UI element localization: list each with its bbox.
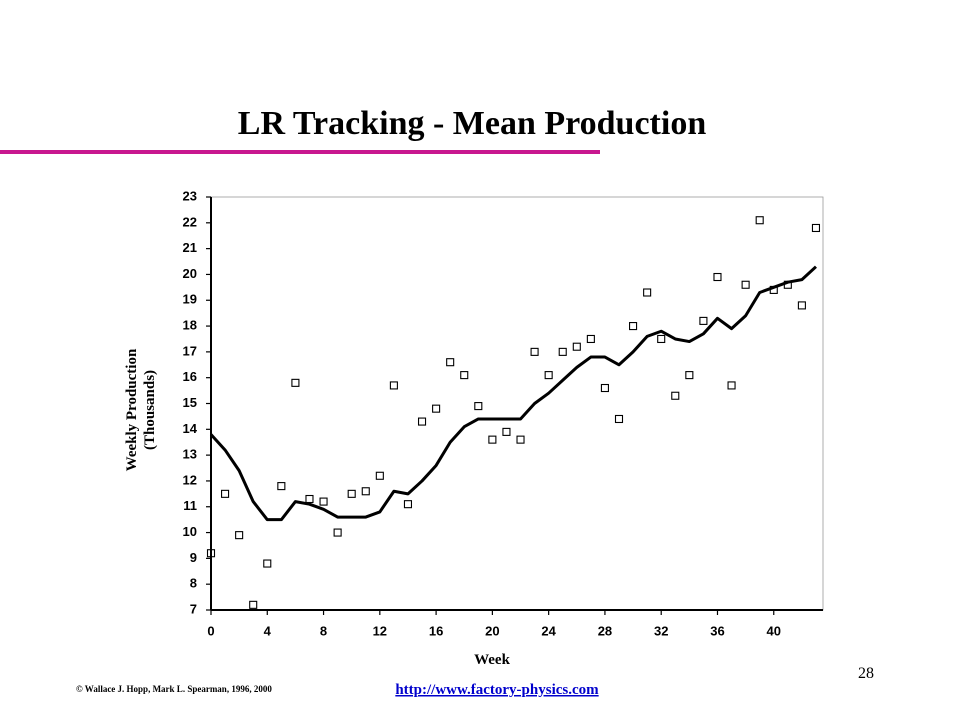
data-point bbox=[699, 316, 708, 325]
data-point bbox=[544, 371, 553, 380]
data-point bbox=[797, 301, 806, 310]
data-point bbox=[629, 322, 638, 331]
data-point bbox=[516, 435, 525, 444]
x-tick-label: 36 bbox=[710, 623, 724, 638]
data-point bbox=[685, 371, 694, 380]
data-point bbox=[502, 427, 511, 436]
x-tick-label: 20 bbox=[485, 623, 499, 638]
data-point bbox=[530, 347, 539, 356]
copyright: © Wallace J. Hopp, Mark L. Spearman, 199… bbox=[76, 684, 272, 694]
y-tick-label: 23 bbox=[183, 188, 197, 203]
data-point bbox=[474, 402, 483, 411]
x-tick-label: 28 bbox=[598, 623, 612, 638]
data-point bbox=[558, 347, 567, 356]
data-point bbox=[235, 531, 244, 540]
data-point bbox=[347, 489, 356, 498]
x-tick-label: 0 bbox=[207, 623, 214, 638]
y-tick-label: 16 bbox=[183, 369, 197, 384]
data-point bbox=[713, 272, 722, 282]
tracking-line bbox=[209, 265, 817, 522]
page-number: 28 bbox=[858, 665, 874, 682]
data-point bbox=[305, 494, 314, 504]
data-point bbox=[263, 559, 272, 568]
x-tick-label: 24 bbox=[541, 623, 556, 638]
y-axis-label: Weekly Production (Thousands) bbox=[124, 348, 158, 471]
y-axis-label-line: Weekly Production bbox=[124, 348, 140, 471]
data-point bbox=[572, 342, 581, 351]
data-point bbox=[361, 487, 370, 496]
data-point bbox=[446, 358, 455, 367]
data-point bbox=[657, 334, 666, 344]
y-tick-label: 20 bbox=[183, 266, 197, 281]
y-tick-label: 11 bbox=[183, 498, 197, 513]
y-tick-label: 15 bbox=[183, 395, 197, 410]
footer-link[interactable]: http://www.factory-physics.com bbox=[395, 682, 599, 698]
data-point bbox=[600, 383, 609, 393]
data-point bbox=[586, 334, 595, 344]
y-tick-label: 14 bbox=[183, 421, 198, 436]
y-tick-label: 17 bbox=[183, 343, 197, 358]
data-point bbox=[488, 435, 497, 444]
data-point bbox=[643, 288, 652, 297]
data-point bbox=[432, 404, 441, 413]
y-tick-label: 10 bbox=[183, 524, 197, 539]
data-point bbox=[206, 549, 216, 558]
data-point bbox=[319, 497, 328, 506]
y-tick-label: 13 bbox=[183, 447, 197, 462]
x-axis-label: Week bbox=[474, 652, 510, 668]
slide-title: LR Tracking - Mean Production bbox=[238, 105, 707, 142]
x-tick-label: 40 bbox=[767, 623, 781, 638]
data-point bbox=[221, 489, 230, 498]
data-point bbox=[460, 371, 469, 380]
x-tick-label: 12 bbox=[373, 623, 387, 638]
data-point bbox=[671, 391, 680, 400]
data-point bbox=[375, 471, 384, 480]
x-tick-label: 8 bbox=[320, 623, 327, 638]
y-axis-label-line: (Thousands) bbox=[142, 370, 158, 450]
y-tick-label: 18 bbox=[183, 318, 197, 333]
y-tick-label: 19 bbox=[183, 292, 197, 307]
data-point bbox=[741, 280, 750, 289]
x-tick-label: 4 bbox=[264, 623, 272, 638]
plot-frame bbox=[210, 196, 824, 611]
data-point bbox=[811, 223, 821, 233]
x-tick-label: 32 bbox=[654, 623, 668, 638]
data-point bbox=[291, 378, 300, 387]
y-tick-label: 12 bbox=[183, 472, 197, 487]
data-point bbox=[333, 528, 342, 537]
data-point bbox=[389, 381, 398, 390]
data-point bbox=[417, 417, 427, 426]
y-tick-label: 8 bbox=[190, 576, 197, 591]
x-tick-label: 16 bbox=[429, 623, 443, 638]
y-tick-label: 21 bbox=[183, 240, 197, 255]
y-tick-label: 7 bbox=[190, 601, 197, 616]
data-point bbox=[249, 600, 258, 609]
data-point bbox=[614, 414, 624, 424]
y-tick-label: 22 bbox=[183, 214, 197, 229]
data-point bbox=[755, 216, 764, 225]
data-point bbox=[727, 381, 736, 390]
y-tick-label: 9 bbox=[190, 550, 197, 565]
data-point bbox=[403, 500, 413, 509]
data-point bbox=[277, 482, 286, 491]
